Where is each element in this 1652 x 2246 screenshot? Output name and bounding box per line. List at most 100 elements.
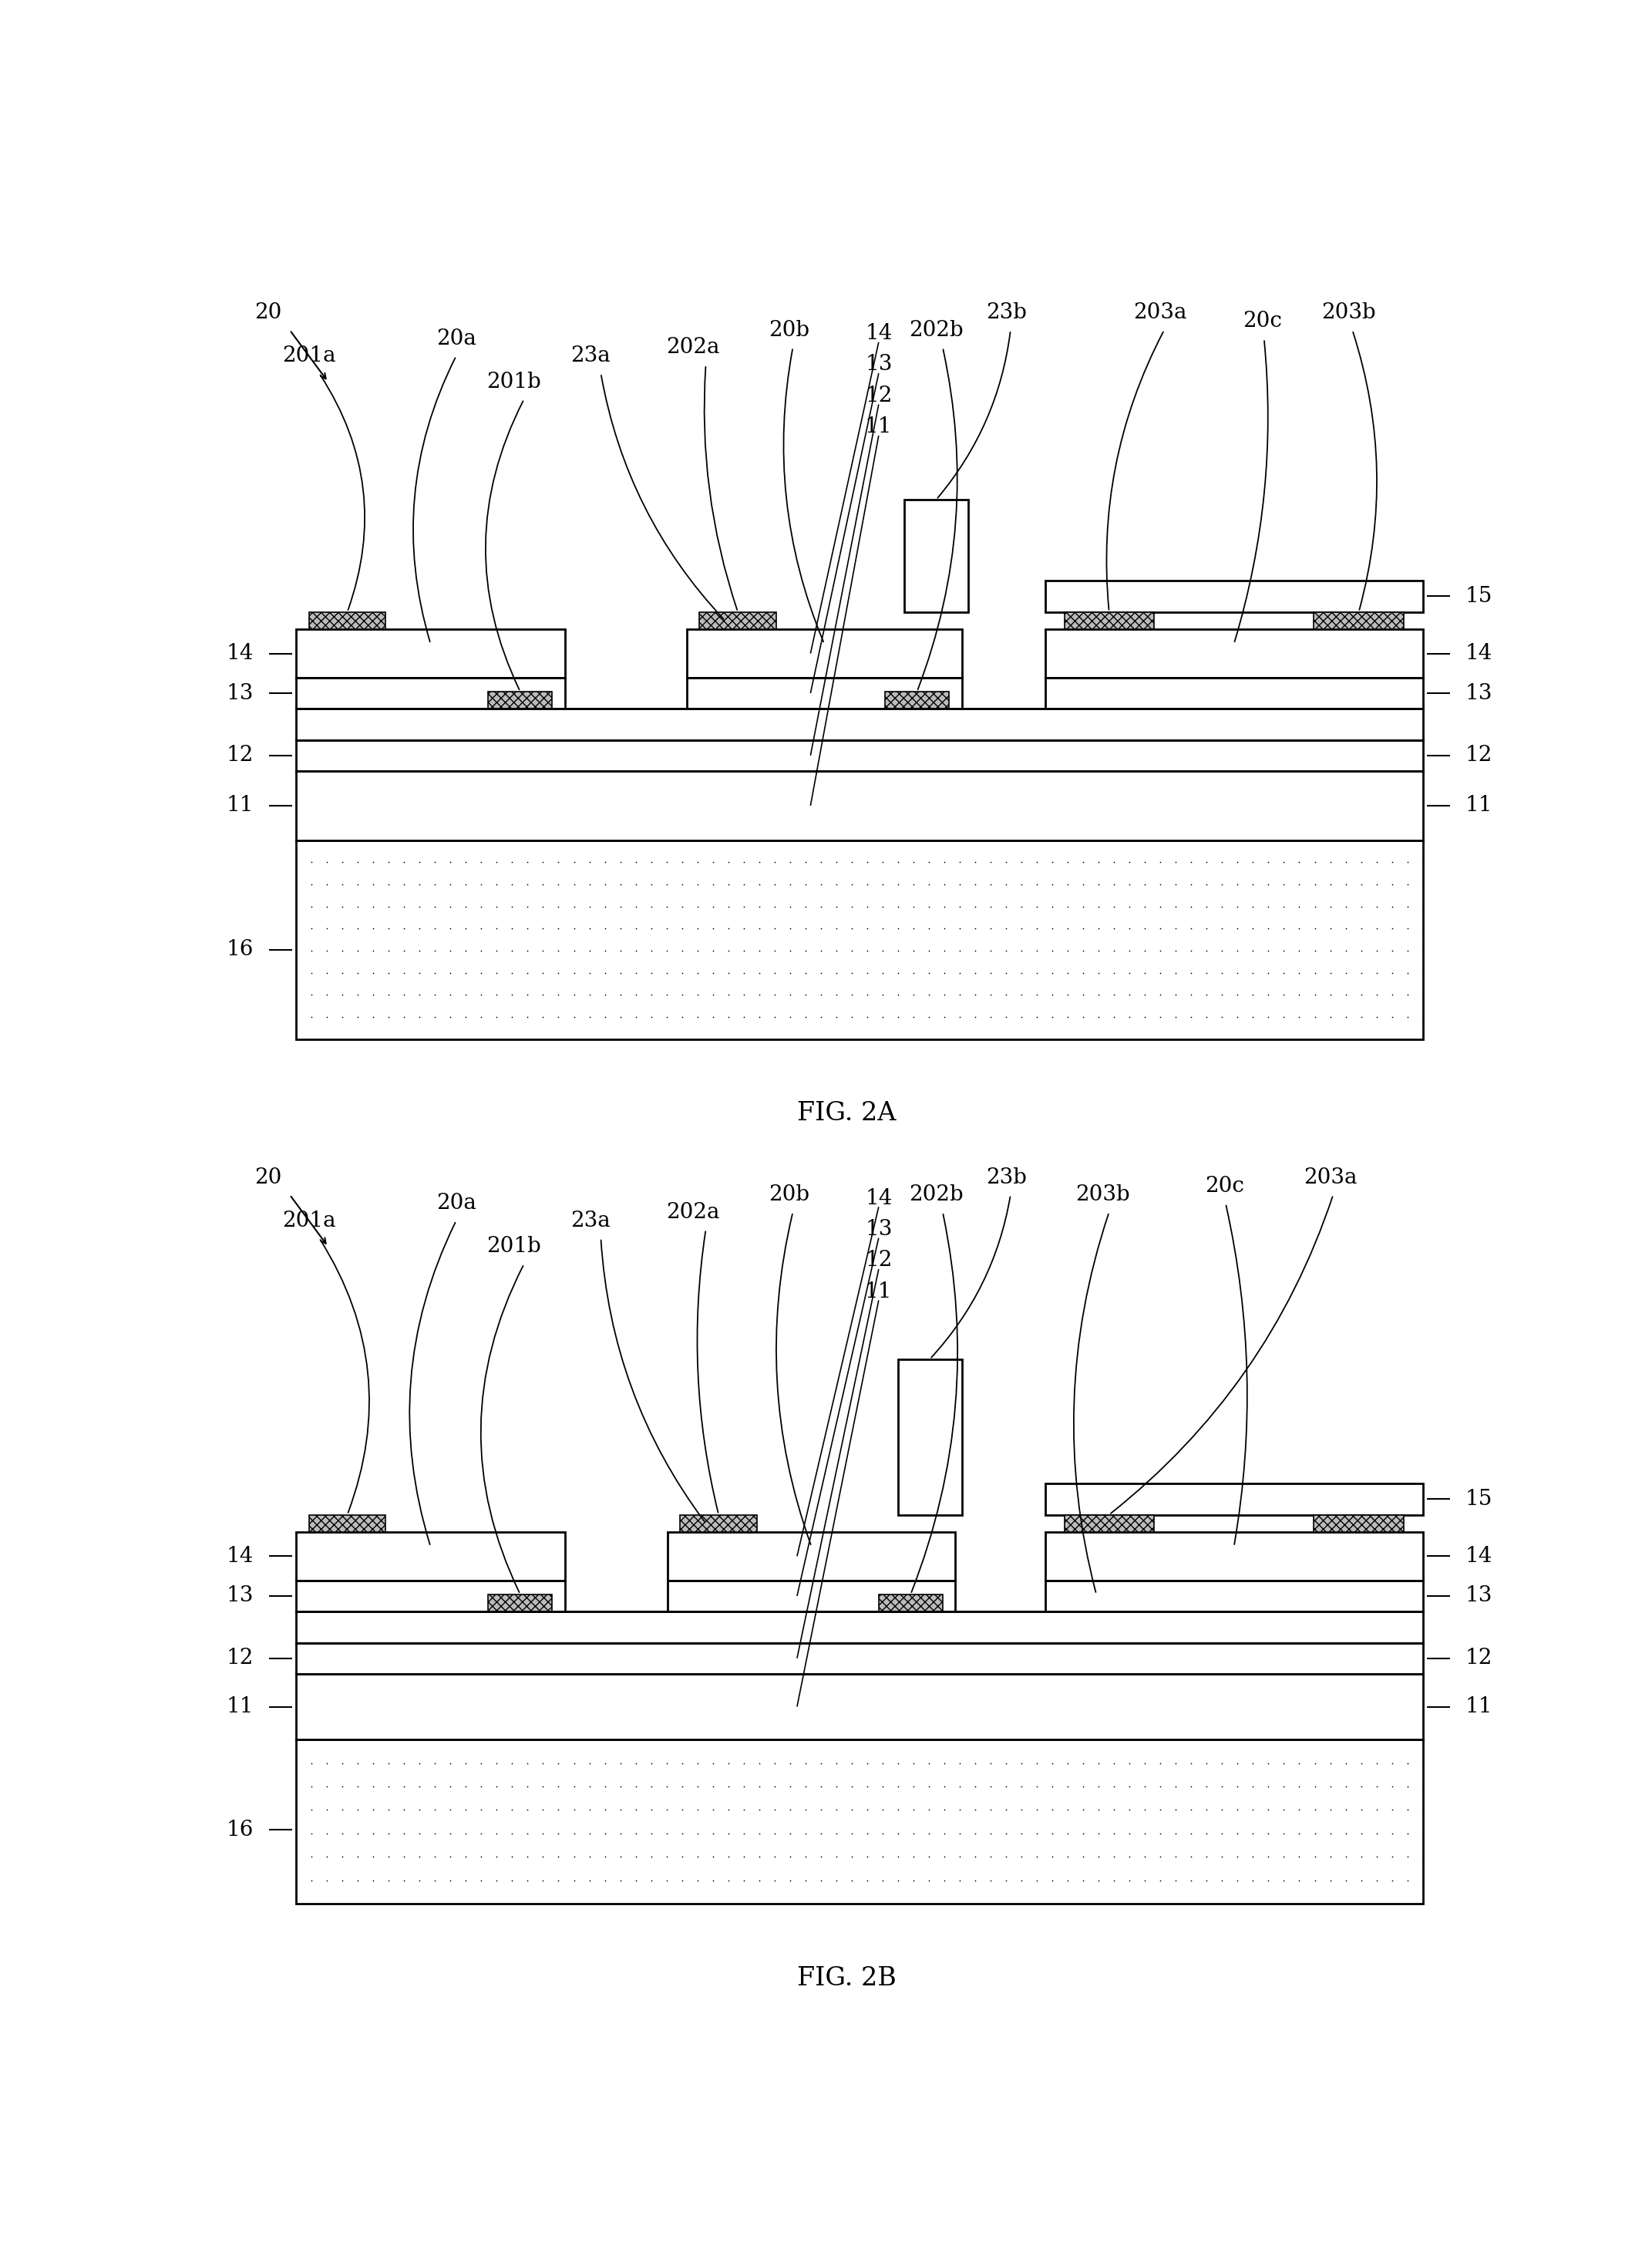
Point [484,1720,510,1756]
Point [606,844,633,880]
Point [530,1887,557,1923]
Point [530,1839,557,1875]
Bar [296,678,565,710]
Point [730,999,757,1035]
Point [808,889,834,925]
Point [1363,1792,1389,1828]
Point [947,910,973,946]
Point [1256,910,1282,946]
Point [453,889,479,925]
Point [1409,867,1436,903]
Point [1333,1745,1360,1781]
Point [1239,977,1265,1013]
Bar [296,840,1422,1040]
Point [438,1768,464,1804]
Point [653,1792,679,1828]
Point [1256,1862,1282,1898]
Point [282,1887,309,1923]
Point [684,822,710,858]
Point [653,822,679,858]
Point [823,1862,849,1898]
Point [776,844,803,880]
Point [699,1815,725,1851]
Point [623,999,649,1035]
Point [1132,1745,1158,1781]
Point [314,1815,340,1851]
Point [1209,932,1236,968]
Point [1363,1887,1389,1923]
Point [1039,999,1066,1035]
Text: 23a: 23a [570,1211,611,1231]
Point [1039,1768,1066,1804]
Point [947,822,973,858]
Point [762,1745,788,1781]
Point [438,1887,464,1923]
Point [1163,1022,1189,1058]
Point [1008,844,1034,880]
Point [961,1887,988,1923]
Point [715,844,742,880]
Point [793,1839,819,1875]
Point [885,932,912,968]
Point [1178,1792,1204,1828]
Point [854,1862,881,1898]
Point [1287,977,1313,1013]
Point [1117,844,1143,880]
Point [978,1887,1004,1923]
Point [1348,889,1374,925]
Point [993,889,1019,925]
Point [638,1862,664,1898]
Point [730,955,757,990]
Point [1302,1839,1328,1875]
Point [421,1720,448,1756]
Point [1085,844,1112,880]
Point [623,1720,649,1756]
Point [993,955,1019,990]
Point [776,1815,803,1851]
Point [961,999,988,1035]
Point [438,999,464,1035]
Point [1085,822,1112,858]
Point [560,867,586,903]
Point [545,1745,572,1781]
Point [1054,844,1080,880]
Point [993,1815,1019,1851]
Point [1209,1862,1236,1898]
Point [1363,977,1389,1013]
Point [1100,844,1127,880]
Text: 203b: 203b [1322,303,1376,323]
Point [606,932,633,968]
Point [1070,1720,1097,1756]
Point [993,1022,1019,1058]
Bar [309,611,385,629]
Point [839,1839,866,1875]
Point [1085,1720,1112,1756]
Point [947,1720,973,1756]
Point [978,910,1004,946]
Point [1209,822,1236,858]
Point [1209,910,1236,946]
Point [299,955,325,990]
Point [560,977,586,1013]
Point [577,1792,603,1828]
Point [1239,999,1265,1035]
Point [715,910,742,946]
Point [932,1839,958,1875]
Point [1224,1022,1251,1058]
Text: 14: 14 [866,323,892,344]
Point [915,910,942,946]
Point [869,977,895,1013]
Point [1317,1887,1343,1923]
Text: 201b: 201b [486,371,542,393]
Point [623,977,649,1013]
Point [1348,910,1374,946]
Point [993,1839,1019,1875]
Point [545,1862,572,1898]
Point [1117,1792,1143,1828]
Point [1394,889,1421,925]
Point [392,910,418,946]
Point [1256,1022,1282,1058]
Point [314,999,340,1035]
Point [1363,1022,1389,1058]
Point [915,889,942,925]
